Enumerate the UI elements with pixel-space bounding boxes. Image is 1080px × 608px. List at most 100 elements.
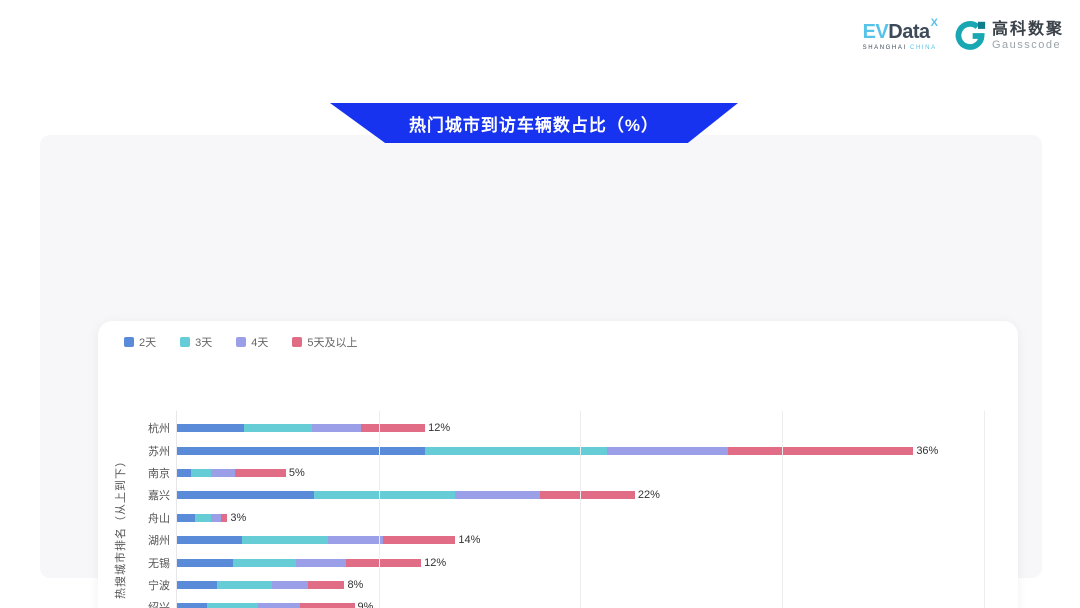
legend-label: 3天 (195, 337, 213, 349)
bar-segment-绍兴-5天及以上[interactable] (300, 603, 355, 608)
chart-card: 2天 3天 4天 5天及以上 热搜城市排名（从上到下） 杭州 苏州 南京 嘉兴 舟山 湖州 无锡宁… (98, 321, 1018, 608)
total-label-苏州: 36% (916, 444, 939, 457)
evdata-ev-text: EV (862, 20, 889, 43)
bar-segment-绍兴-4天[interactable] (257, 603, 301, 608)
y-axis-label: 热搜城市排名（从上到下） (115, 455, 127, 599)
stacked-bar-苏州 (177, 446, 914, 455)
bar-rows: 12%36%5%22%3%14%12%8%9%1% (177, 411, 990, 608)
bar-segment-苏州-2天[interactable] (177, 446, 426, 455)
bar-segment-宁波-2天[interactable] (177, 580, 218, 589)
stacked-bar-杭州 (177, 424, 426, 433)
gridline-20 (580, 411, 582, 608)
gausscode-icon (954, 20, 986, 52)
category-label-宁波: 宁波 (148, 579, 170, 592)
category-label-绍兴: 绍兴 (130, 596, 170, 608)
stacked-bar-绍兴 (177, 603, 355, 608)
total-label-绍兴: 9% (357, 601, 374, 608)
legend-item-3天[interactable]: 3天 (180, 334, 212, 350)
category-label-南京: 南京 (148, 467, 170, 480)
y-axis-label-column: 热搜城市排名（从上到下） (110, 411, 130, 608)
chart-title-banner: 热门城市到访车辆数占比（%） (330, 103, 738, 143)
legend-swatch (236, 337, 247, 347)
total-label-南京: 5% (288, 466, 305, 479)
bar-segment-湖州-2天[interactable] (177, 536, 242, 545)
bar-row-南京: 5% (177, 462, 990, 484)
total-label-嘉兴: 22% (637, 489, 660, 502)
bar-row-绍兴: 9% (177, 596, 990, 608)
stacked-bar-宁波 (177, 580, 345, 589)
evdata-x-mark: X (930, 16, 938, 29)
bar-segment-苏州-5天及以上[interactable] (727, 446, 914, 455)
bar-segment-舟山-2天[interactable] (177, 513, 196, 522)
bar-segment-舟山-5天及以上[interactable] (221, 513, 228, 522)
content-panel: 2天 3天 4天 5天及以上 热搜城市排名（从上到下） 杭州 苏州 南京 嘉兴 舟山 湖州 无锡宁… (40, 135, 1042, 608)
legend-item-4天[interactable]: 4天 (236, 334, 268, 350)
plot-area: 12%36%5%22%3%14%12%8%9%1% (176, 411, 990, 608)
legend-item-2天[interactable]: 2天 (124, 334, 156, 350)
bar-segment-舟山-4天[interactable] (211, 513, 222, 522)
bar-segment-宁波-5天及以上[interactable] (308, 580, 345, 589)
bar-segment-无锡-5天及以上[interactable] (346, 558, 422, 567)
bar-row-舟山: 3% (177, 507, 990, 529)
bar-segment-无锡-3天[interactable] (233, 558, 297, 567)
bar-segment-杭州-3天[interactable] (243, 424, 313, 433)
bar-segment-南京-5天及以上[interactable] (235, 468, 286, 477)
bar-segment-舟山-3天[interactable] (195, 513, 212, 522)
evdata-data-text: Data (888, 20, 930, 43)
bar-segment-杭州-4天[interactable] (312, 424, 361, 433)
y-axis-categories: 杭州苏州南京嘉兴舟山湖州无锡宁波绍兴黄山 (130, 411, 170, 608)
bar-segment-苏州-3天[interactable] (425, 446, 607, 455)
gridline-10 (378, 411, 380, 608)
category-label-舟山: 舟山 (148, 512, 170, 525)
bar-segment-南京-3天[interactable] (191, 468, 212, 477)
gausscode-cn: 高科数聚 (991, 21, 1064, 39)
bar-segment-绍兴-3天[interactable] (207, 603, 258, 608)
bar-segment-嘉兴-5天及以上[interactable] (540, 491, 635, 500)
bar-segment-无锡-2天[interactable] (177, 558, 234, 567)
bar-segment-湖州-5天及以上[interactable] (382, 536, 456, 545)
bar-segment-杭州-5天及以上[interactable] (360, 424, 426, 433)
stacked-bar-无锡 (177, 558, 422, 567)
bar-row-嘉兴: 22% (177, 484, 990, 506)
bar-row-湖州: 14% (177, 529, 990, 551)
gausscode-logo: 高科数聚 Gausscode (954, 20, 1064, 52)
bar-segment-嘉兴-2天[interactable] (177, 491, 315, 500)
total-label-湖州: 14% (458, 534, 481, 547)
bar-segment-无锡-4天[interactable] (296, 558, 347, 567)
bar-segment-绍兴-2天[interactable] (177, 603, 208, 608)
page-title: 热门城市到访车辆数占比（%） (408, 115, 660, 135)
evdata-logo: EV Data X SHANGHAI CHINA (862, 17, 938, 51)
bar-row-苏州: 36% (177, 439, 990, 461)
bar-segment-嘉兴-4天[interactable] (455, 491, 541, 500)
bar-segment-湖州-4天[interactable] (328, 536, 383, 545)
category-label-湖州: 湖州 (148, 535, 170, 548)
stacked-bar-湖州 (177, 536, 456, 545)
bar-segment-宁波-3天[interactable] (217, 580, 272, 589)
bar-segment-南京-4天[interactable] (211, 468, 236, 477)
evdata-wordmark: EV Data X (862, 17, 938, 43)
total-label-宁波: 8% (347, 578, 364, 591)
bar-segment-嘉兴-3天[interactable] (314, 491, 456, 500)
evdata-subtitle: SHANGHAI CHINA (863, 45, 938, 51)
stacked-bar-南京 (177, 468, 286, 477)
bar-row-杭州: 12% (177, 417, 990, 439)
total-label-杭州: 12% (428, 422, 451, 435)
legend-item-5天及以上[interactable]: 5天及以上 (292, 334, 358, 350)
legend-swatch (292, 337, 303, 347)
total-label-无锡: 12% (424, 556, 447, 569)
stacked-bar-嘉兴 (177, 491, 635, 500)
legend: 2天 3天 4天 5天及以上 (124, 334, 364, 350)
stacked-bar-舟山 (177, 513, 228, 522)
bar-segment-宁波-4天[interactable] (271, 580, 309, 589)
evdata-sub-china: CHINA (910, 44, 937, 51)
bar-segment-南京-2天[interactable] (177, 468, 192, 477)
bar-segment-湖州-3天[interactable] (241, 536, 329, 545)
bar-segment-苏州-4天[interactable] (606, 446, 728, 455)
bar-segment-杭州-2天[interactable] (177, 424, 244, 433)
legend-label: 4天 (251, 337, 269, 349)
total-label-舟山: 3% (230, 511, 247, 524)
gausscode-text: 高科数聚 Gausscode (992, 21, 1064, 51)
bar-row-宁波: 8% (177, 574, 990, 596)
header-logos: EV Data X SHANGHAI CHINA 高科数聚 Gausscode (862, 17, 1064, 52)
legend-swatch (180, 337, 191, 347)
